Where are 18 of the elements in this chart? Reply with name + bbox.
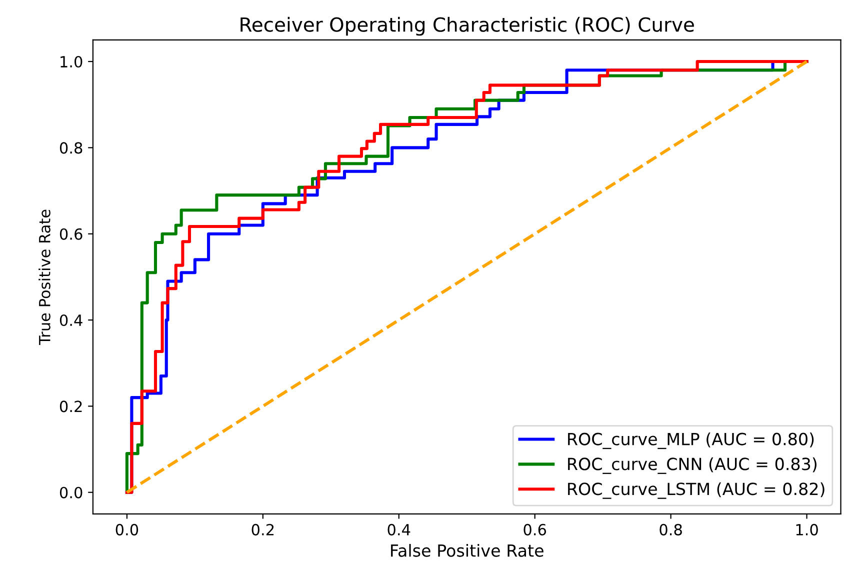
y-tick-label: 1.0 bbox=[60, 56, 82, 68]
y-tick-label: 0.6 bbox=[60, 228, 82, 240]
x-tick-label: 0.4 bbox=[388, 524, 410, 536]
x-axis-title: False Positive Rate bbox=[391, 544, 544, 557]
legend-label: ROC_curve_LSTM (AUC = 0.82) bbox=[568, 482, 824, 499]
legend-label: ROC_curve_CNN (AUC = 0.83) bbox=[568, 457, 816, 474]
y-tick-label: 0.4 bbox=[60, 314, 82, 326]
y-tick-label: 0.2 bbox=[60, 400, 82, 412]
chart-title: Receiver Operating Characteristic (ROC) Curve bbox=[240, 16, 694, 36]
y-axis-title: True Positive Rate bbox=[38, 210, 50, 346]
y-tick-label: 0.0 bbox=[60, 486, 82, 498]
legend-label: ROC_curve_MLP (AUC = 0.80) bbox=[568, 432, 814, 450]
x-tick-label: 1.0 bbox=[796, 524, 818, 536]
x-tick-label: 0.0 bbox=[116, 524, 138, 536]
x-tick-label: 0.6 bbox=[524, 524, 546, 536]
x-tick-label: 0.2 bbox=[252, 524, 274, 536]
y-tick-label: 0.8 bbox=[60, 142, 82, 154]
x-tick-label: 0.8 bbox=[660, 524, 682, 536]
